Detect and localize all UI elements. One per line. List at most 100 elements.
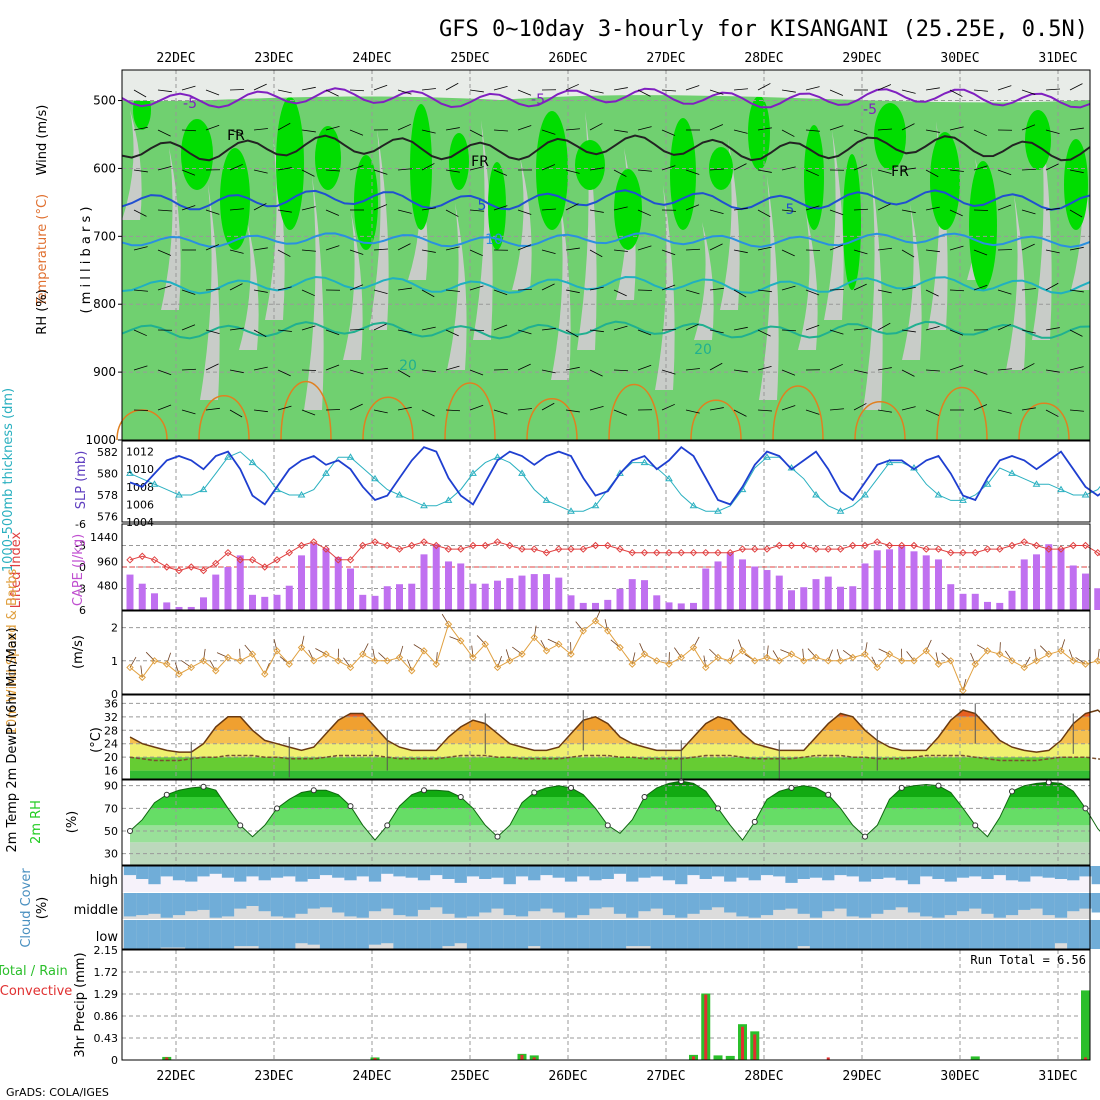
wind-barb [421, 369, 436, 373]
wind-barb [805, 409, 820, 415]
wind-barb [565, 169, 580, 174]
wind10m-point [763, 653, 771, 662]
wind10m-point [420, 647, 428, 655]
wind-barb [373, 84, 388, 91]
cloud-low-bar [1067, 920, 1080, 949]
rh-dry-band-6 [343, 212, 363, 360]
cloud-mid-bar [613, 893, 627, 914]
cloud-high-bar [858, 866, 872, 882]
wind-barb [301, 129, 316, 133]
cape-bar [273, 594, 281, 610]
lifted-index-point [346, 556, 355, 564]
precip-tick-5: 0 [111, 1054, 118, 1067]
wind-barb [685, 85, 700, 91]
cloud-high-bar [1018, 866, 1031, 882]
cloud-mid-bar [969, 893, 982, 909]
cloud-high-bar [209, 866, 222, 874]
wind-barb [469, 166, 484, 171]
wind10m-point [297, 643, 306, 652]
wind-barb [301, 289, 315, 297]
lifted-index-point [738, 545, 747, 553]
cloud-mid-bar [160, 893, 173, 918]
cloud-high-bar [1091, 866, 1100, 885]
thickness-point [420, 501, 428, 509]
cloud-high-bar [613, 866, 627, 874]
cloud-high-bar [491, 866, 504, 878]
cloud-mid-bar [454, 893, 467, 918]
cape-bar [249, 594, 256, 610]
lifted-index-point [359, 541, 367, 550]
lifted-index-point [751, 545, 759, 553]
wind-barb [541, 327, 556, 331]
date-label-bottom-4: 26DEC [548, 1069, 587, 1084]
wind-barb [949, 289, 965, 292]
wind-barb [541, 283, 555, 291]
wind-barb [853, 283, 867, 291]
cape-bar [555, 577, 563, 610]
cloud-mid-bar [981, 893, 994, 914]
lifted-index-point [1008, 541, 1016, 550]
cloud-low-bar [234, 920, 247, 947]
temp-tick-1: 32 [104, 711, 118, 724]
cloud-high-bar [172, 866, 186, 881]
precip-conv-bar [165, 1057, 169, 1060]
date-label-bottom-2: 24DEC [352, 1069, 391, 1084]
cloud-low-bar [221, 920, 235, 949]
cape-bar [996, 602, 1004, 610]
lifted-index-point [836, 545, 845, 553]
cloud-low-bar [638, 920, 651, 947]
lifted-index-point [126, 556, 134, 564]
wind-barb [445, 82, 459, 91]
wind-barb [709, 329, 724, 334]
cloud-low-bar [1054, 920, 1068, 944]
wind-barb [1021, 407, 1036, 411]
cloud-mid-bar [246, 893, 259, 906]
wind10m-point [334, 657, 342, 665]
cape-bar [1082, 573, 1089, 610]
wind-tick-0: 2 [111, 622, 118, 635]
wind10m-barb [999, 642, 1001, 655]
wind-barb [445, 289, 460, 292]
lifted-index-point [910, 541, 918, 550]
lifted-index-point [432, 541, 440, 550]
cloud-high-bar [773, 866, 786, 877]
wind-barb [469, 404, 484, 411]
wind-barb [325, 125, 340, 131]
wind-barb [781, 129, 795, 137]
cape-bar [224, 567, 232, 610]
wind-ylabel: 10m Wind Speed & Barbs [5, 569, 20, 736]
cloud-high-bar [430, 866, 443, 876]
precip-conv-bar [741, 1026, 744, 1060]
wind-barb [661, 129, 676, 136]
wind-barb [805, 289, 820, 296]
wind10m-point [665, 660, 673, 668]
wind-barb [253, 409, 268, 413]
wind-barb [205, 363, 219, 371]
li-ylabel: Lifted Index [9, 531, 24, 608]
temp-tick-0: 36 [104, 697, 118, 710]
rh-dry-band-18 [759, 176, 779, 400]
cloud-mid-bar [564, 893, 578, 918]
temp-units: (°C) [89, 727, 104, 753]
cloud-high-bar [650, 866, 663, 877]
wind10m-point [1008, 657, 1016, 665]
wind-barb [877, 203, 891, 211]
wind10m-point [187, 663, 195, 672]
rh-dry-band-13 [577, 111, 597, 350]
wind-barb [757, 329, 771, 337]
precip-conv-bar [520, 1054, 524, 1060]
wind-barb [229, 163, 243, 171]
rh2m-point [972, 822, 979, 829]
wind-barb [277, 249, 291, 257]
cloud-high-bar [123, 866, 137, 876]
cape-bar [138, 583, 146, 610]
wind-barb [373, 323, 387, 331]
wind10m-point [714, 653, 722, 662]
rh-tick-1: 70 [104, 802, 118, 815]
wind-barb [805, 205, 820, 211]
cloud-mid-bar [368, 893, 382, 912]
date-label-top-6: 28DEC [744, 51, 783, 66]
wind-barb [205, 288, 220, 291]
cape-bar [1045, 544, 1053, 610]
